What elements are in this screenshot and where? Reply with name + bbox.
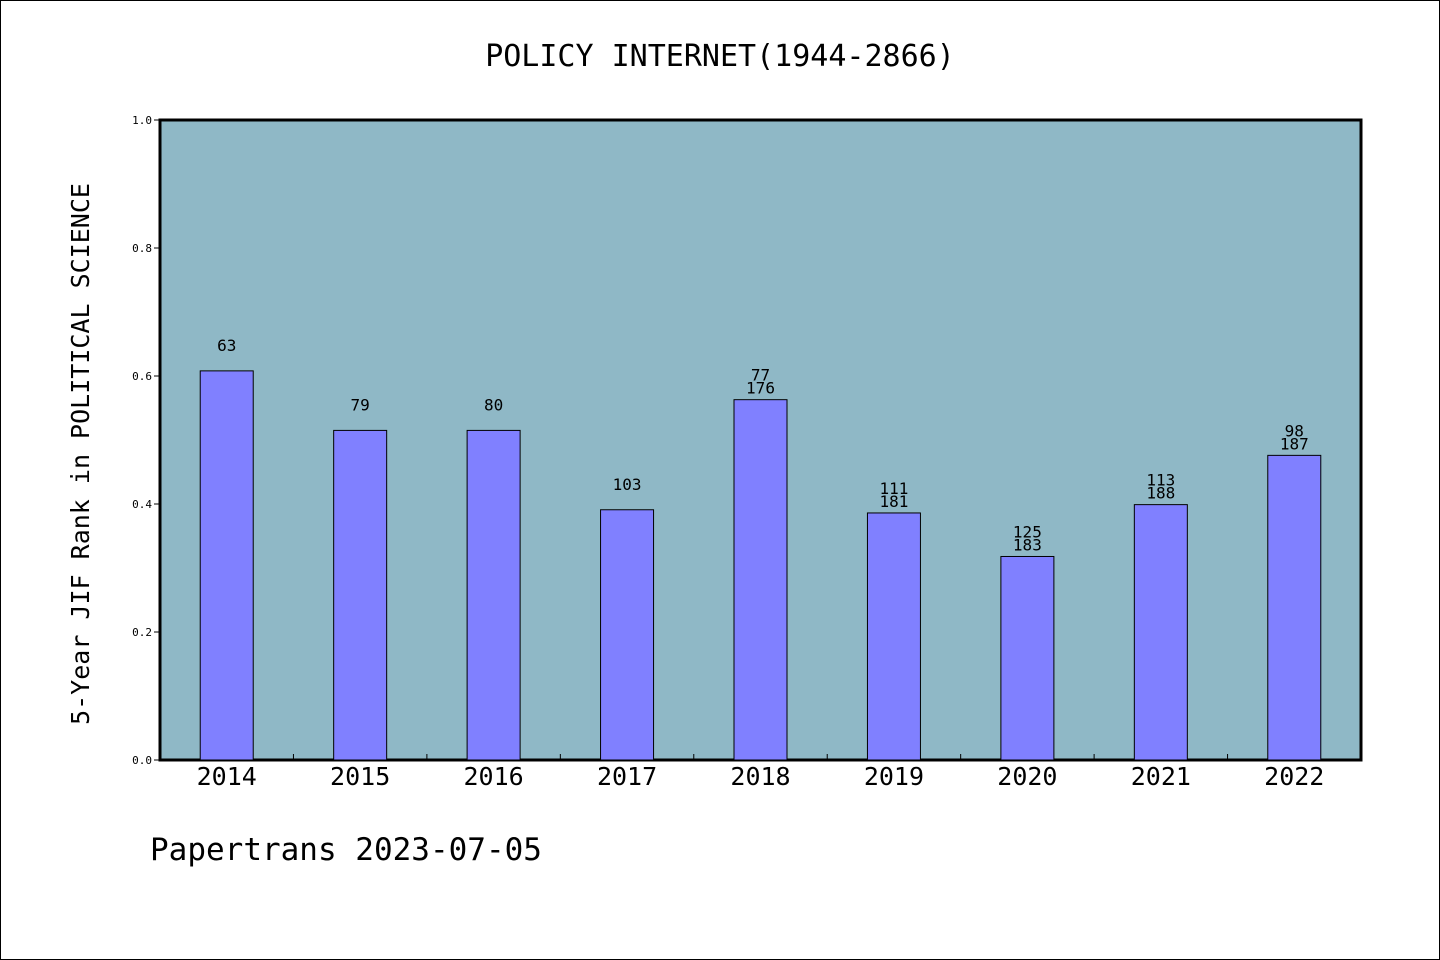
bar-2022 — [1267, 454, 1322, 761]
x-tick-label: 2017 — [597, 762, 657, 791]
x-tick-label: 2018 — [730, 762, 790, 791]
bar-2017 — [600, 509, 655, 761]
y-tick-label: 0.0 — [132, 754, 152, 767]
y-tick-label: 1.0 — [132, 114, 152, 127]
bar-2014 — [199, 370, 254, 761]
x-tick-label: 2016 — [464, 762, 524, 791]
footer-note: Papertrans 2023-07-05 — [150, 832, 542, 868]
data-label: 80 — [484, 395, 503, 414]
data-label: 181 — [879, 492, 908, 511]
bar-2020 — [1000, 555, 1055, 761]
data-label: 183 — [1013, 535, 1042, 554]
data-label: 188 — [1146, 484, 1175, 503]
data-label: 113 — [1146, 471, 1175, 490]
chart-title: POLICY INTERNET(1944-2866) — [485, 39, 955, 74]
data-label: 77 — [751, 366, 770, 385]
data-label: 103 — [613, 475, 642, 494]
y-axis-label: 5-Year JIF Rank in POLITICAL SCIENCE — [66, 183, 95, 725]
bar-2015 — [333, 429, 388, 761]
data-label: 125 — [1013, 522, 1042, 541]
y-axis: 0.0 0.2 0.4 0.6 0.8 1.0 — [132, 114, 160, 767]
x-tick-label: 2020 — [997, 762, 1057, 791]
data-label: 111 — [879, 479, 908, 498]
x-tick-label: 2022 — [1264, 762, 1324, 791]
y-tick-label: 0.2 — [132, 626, 152, 639]
bars — [199, 370, 1322, 761]
bar-2016 — [466, 429, 521, 761]
data-label: 176 — [746, 379, 775, 398]
data-label: 63 — [217, 336, 236, 355]
bar-2021 — [1133, 504, 1188, 761]
y-tick-label: 0.6 — [132, 370, 152, 383]
data-label: 98 — [1285, 421, 1304, 440]
bar-2018 — [733, 399, 788, 761]
x-tick-label: 2019 — [864, 762, 924, 791]
bar-2019 — [866, 512, 921, 761]
y-tick-label: 0.8 — [132, 242, 152, 255]
x-tick-label: 2015 — [330, 762, 390, 791]
x-axis: 2014 2015 2016 2017 2018 2019 2020 2021 2022 — [197, 754, 1324, 791]
y-tick-label: 0.4 — [132, 498, 152, 511]
x-tick-label: 2021 — [1131, 762, 1191, 791]
data-label: 187 — [1280, 434, 1309, 453]
x-tick-label: 2014 — [197, 762, 257, 791]
data-label: 79 — [351, 395, 370, 414]
